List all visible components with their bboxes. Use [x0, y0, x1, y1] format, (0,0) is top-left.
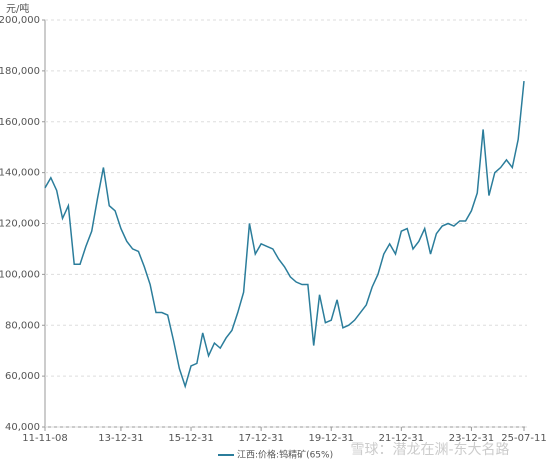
- x-tick-label: 15-12-31: [168, 433, 213, 444]
- x-tick-label: 25-07-11: [501, 433, 546, 444]
- x-tick-label: 21-12-31: [379, 433, 424, 444]
- y-tick-label: 100,000: [0, 269, 40, 280]
- y-tick-label: 120,000: [0, 219, 40, 230]
- legend-label: 江西:价格:钨精矿(65%): [237, 449, 333, 461]
- y-tick-label: 60,000: [5, 371, 40, 382]
- y-tick-label: 160,000: [0, 117, 40, 128]
- y-tick-label: 40,000: [5, 422, 40, 433]
- x-tick-label: 17-12-31: [238, 433, 283, 444]
- x-tick-label: 19-12-31: [309, 433, 354, 444]
- y-tick-label: 140,000: [0, 168, 40, 179]
- y-tick-label: 200,000: [0, 15, 40, 26]
- x-tick-label: 11-11-08: [22, 433, 67, 444]
- x-tick-label: 13-12-31: [98, 433, 143, 444]
- y-tick-label: 80,000: [5, 320, 40, 331]
- y-tick-label: 180,000: [0, 66, 40, 77]
- line: [44, 80, 525, 389]
- x-tick-label: 23-12-31: [449, 433, 494, 444]
- watermark: 雪球：潜龙在渊-东大名路: [350, 442, 509, 458]
- y-axis-label: 元/吨: [6, 2, 29, 15]
